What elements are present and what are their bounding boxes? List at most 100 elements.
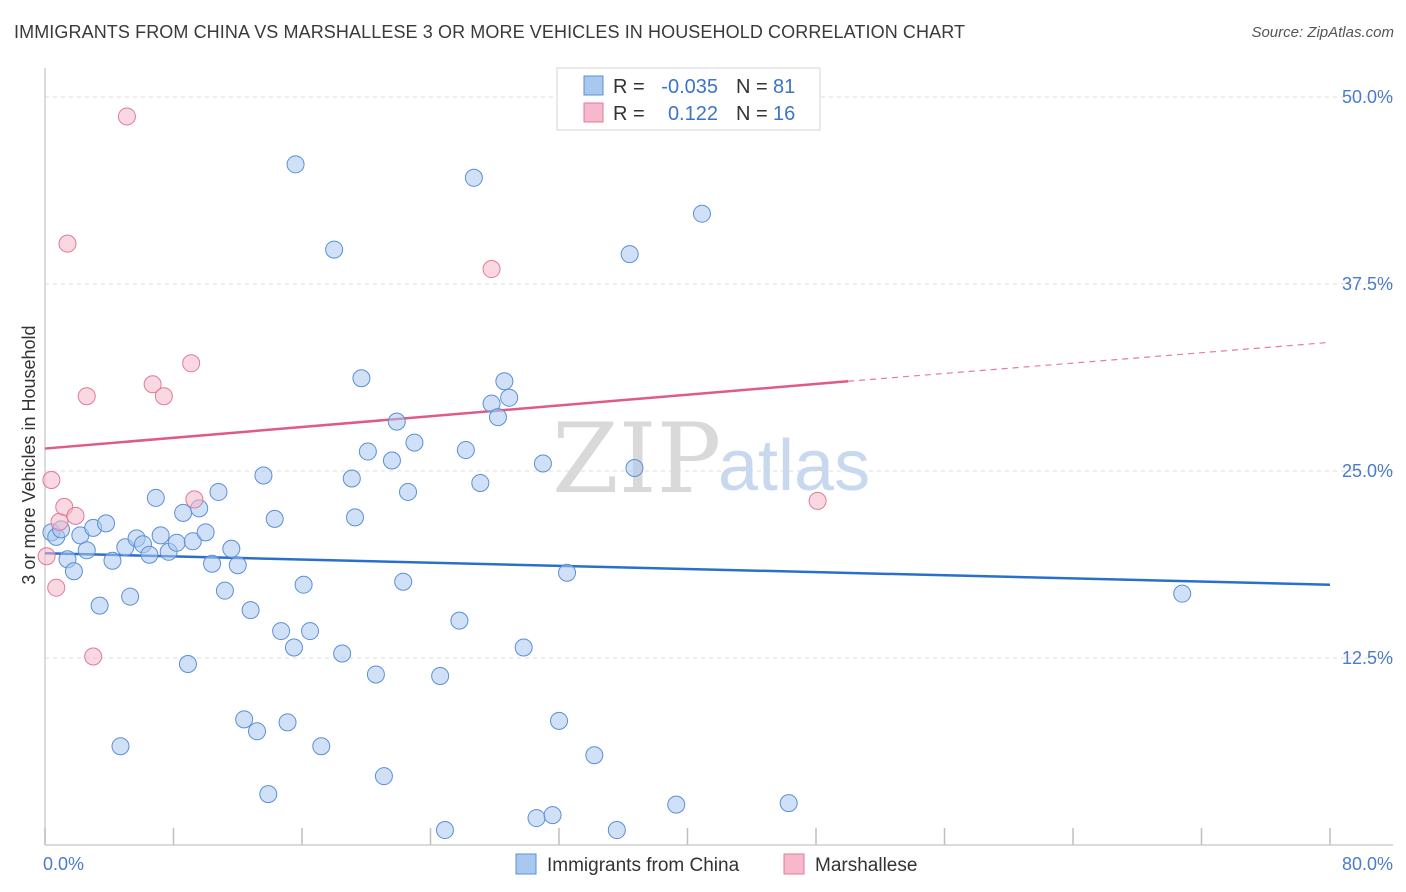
stats-r-label: R = <box>613 76 645 98</box>
data-point <box>183 532 202 551</box>
data-point <box>259 785 278 804</box>
trend-line-marshallese-extension <box>848 341 1331 382</box>
data-point <box>374 767 393 786</box>
data-point <box>215 581 234 600</box>
data-point <box>50 512 69 531</box>
stats-n-value: 16 <box>773 103 795 125</box>
data-point <box>196 523 215 542</box>
y-axis-title: 3 or more Vehicles in Household <box>19 325 39 584</box>
series-china-points <box>42 155 1192 840</box>
data-point <box>667 795 686 814</box>
data-point <box>514 638 533 657</box>
watermark: ZIP atlas <box>552 403 870 515</box>
data-point <box>111 737 130 756</box>
legend-label-marshallese: Marshallese <box>815 855 917 876</box>
data-point <box>284 638 303 657</box>
data-point <box>500 388 519 407</box>
data-point <box>450 611 469 630</box>
data-point <box>58 234 77 253</box>
stats-swatch-marshallese <box>583 102 604 123</box>
data-point <box>265 509 284 528</box>
data-point <box>272 622 291 641</box>
data-point <box>456 441 475 460</box>
data-point <box>342 469 361 488</box>
data-point <box>203 554 222 573</box>
stats-swatch-china <box>583 75 604 96</box>
data-point <box>543 806 562 825</box>
data-points <box>37 107 1192 840</box>
data-point <box>482 260 501 279</box>
data-point <box>146 488 165 507</box>
data-point <box>405 433 424 452</box>
data-point <box>435 821 454 840</box>
data-point <box>558 563 577 582</box>
data-point <box>254 466 273 485</box>
data-point <box>185 490 204 509</box>
data-point <box>325 240 344 259</box>
data-point <box>346 508 365 527</box>
data-point <box>117 107 136 126</box>
data-point <box>42 470 61 489</box>
stats-r-label: R = <box>613 103 645 125</box>
y-tick-label: 25.0% <box>1342 461 1393 481</box>
data-point <box>352 369 371 388</box>
source-credit: Source: ZipAtlas.com <box>1251 24 1394 41</box>
data-point <box>167 533 186 552</box>
stats-r-value: 0.122 <box>668 103 718 125</box>
data-point <box>174 503 193 522</box>
data-point <box>692 204 711 223</box>
data-point <box>97 514 116 533</box>
y-tick-label: 12.5% <box>1342 648 1393 668</box>
data-point <box>294 575 313 594</box>
data-point <box>333 644 352 663</box>
data-point <box>178 654 197 673</box>
data-point <box>90 596 109 615</box>
stats-n-label: N = <box>736 76 768 98</box>
y-tick-label: 50.0% <box>1342 87 1393 107</box>
data-point <box>241 601 260 620</box>
data-point <box>495 372 514 391</box>
data-point <box>394 572 413 591</box>
data-point <box>37 547 56 566</box>
data-point <box>366 665 385 684</box>
data-point <box>779 794 798 813</box>
data-point <box>103 551 122 570</box>
data-point <box>64 562 83 581</box>
trend-line-marshallese <box>44 379 849 450</box>
data-point <box>209 482 228 501</box>
data-point <box>235 710 254 729</box>
axes <box>44 68 1393 846</box>
tick-labels: 12.5% 25.0% 37.5% 50.0% 0.0% 80.0% <box>43 87 1393 874</box>
data-point <box>248 722 267 741</box>
legend-swatch-china <box>515 853 537 875</box>
data-point <box>47 578 66 597</box>
watermark-atlas: atlas <box>718 426 870 506</box>
data-point <box>182 354 201 373</box>
data-point <box>620 245 639 264</box>
data-point <box>585 746 604 765</box>
legend-label-china: Immigrants from China <box>547 855 740 876</box>
data-point <box>84 647 103 666</box>
data-point <box>312 737 331 756</box>
data-point <box>140 545 159 564</box>
data-point <box>1173 584 1192 603</box>
stats-r-value: -0.035 <box>661 76 718 98</box>
series-marshallese-points <box>37 107 827 666</box>
data-point <box>431 666 450 685</box>
data-point <box>121 587 140 606</box>
data-point <box>527 809 546 828</box>
data-point <box>66 506 85 525</box>
data-point <box>301 622 320 641</box>
data-point <box>382 451 401 470</box>
data-point <box>154 387 173 406</box>
stats-n-label: N = <box>736 103 768 125</box>
data-point <box>278 713 297 732</box>
data-point <box>222 539 241 558</box>
data-point <box>286 155 305 174</box>
data-point <box>399 482 418 501</box>
y-tick-label: 37.5% <box>1342 274 1393 294</box>
x-tick-label: 80.0% <box>1342 854 1393 874</box>
data-point <box>358 442 377 461</box>
data-point <box>77 387 96 406</box>
